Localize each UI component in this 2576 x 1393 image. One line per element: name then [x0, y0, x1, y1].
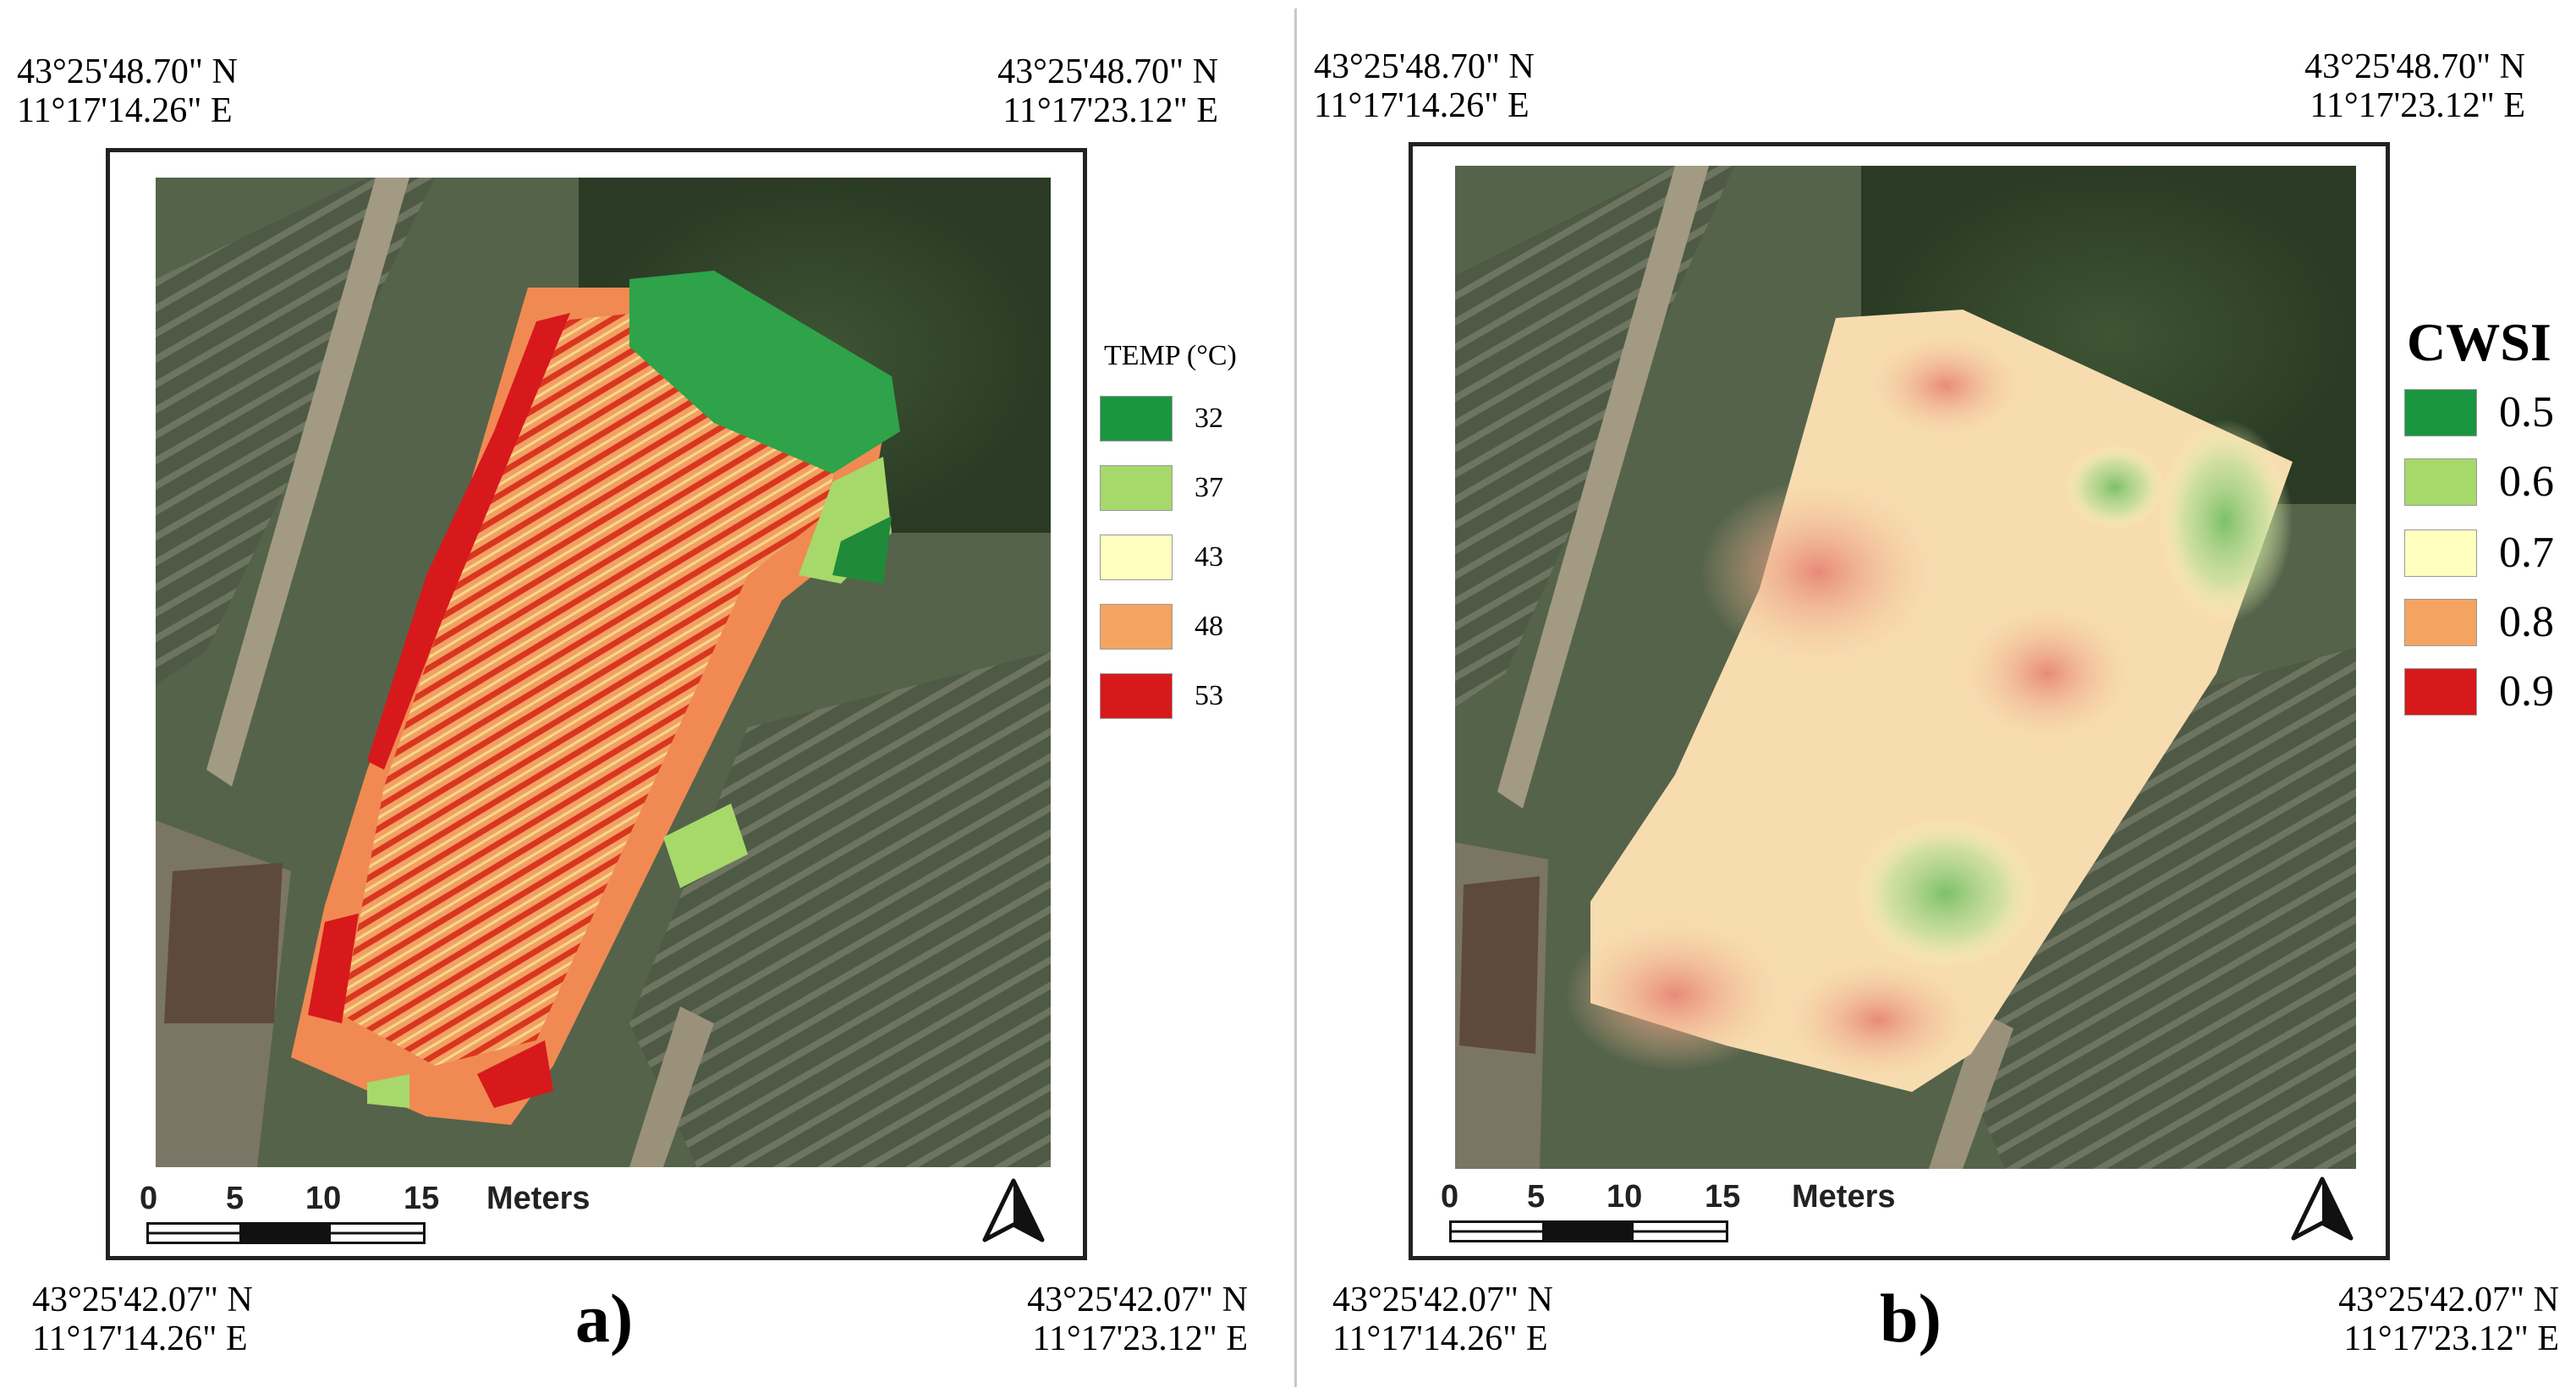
- north-arrow-icon: [981, 1177, 1046, 1249]
- legend-title-b: CWSI: [2407, 312, 2551, 372]
- legend-label: 0.8: [2499, 598, 2554, 646]
- legend-item-b-1: 0.5: [2404, 387, 2554, 437]
- corner-top-left-b: 43°25'48.70" N 11°17'14.26" E: [1314, 47, 1535, 125]
- legend-label: 37: [1195, 472, 1223, 503]
- corner-top-left-a: 43°25'48.70" N 11°17'14.26" E: [17, 52, 238, 130]
- scale-tick-5: 5: [226, 1181, 244, 1216]
- corner-bottom-right-b: 43°25'42.07" N 11°17'23.12" E: [2338, 1281, 2559, 1358]
- panel-label-b: b): [1880, 1280, 1942, 1357]
- legend-label: 0.5: [2499, 388, 2554, 436]
- legend-swatch: [2404, 529, 2477, 577]
- legend-swatch: [1100, 604, 1173, 650]
- scale-tick-15: 15: [1705, 1179, 1741, 1215]
- scale-tick-5: 5: [1527, 1179, 1546, 1215]
- legend-label: 32: [1195, 403, 1223, 434]
- scale-bar-b: [1449, 1220, 1728, 1247]
- legend-item-a-5: 53: [1100, 673, 1223, 719]
- corner-top-right-a: 43°25'48.70" N 11°17'23.12" E: [997, 52, 1218, 130]
- legend-label: 0.9: [2499, 667, 2554, 716]
- legend-label: 43: [1195, 541, 1223, 573]
- legend-item-a-2: 37: [1100, 465, 1223, 511]
- legend-item-b-2: 0.6: [2404, 457, 2554, 507]
- scale-unit: Meters: [486, 1181, 590, 1216]
- thermal-map-a: [156, 178, 1051, 1167]
- legend-swatch: [1100, 535, 1173, 580]
- scale-tick-10: 10: [1607, 1179, 1643, 1215]
- scale-tick-15: 15: [404, 1181, 440, 1216]
- scale-tick-10: 10: [305, 1181, 342, 1216]
- legend-swatch: [2404, 458, 2477, 506]
- legend-swatch: [1100, 673, 1173, 719]
- cwsi-map-b: [1455, 166, 2356, 1169]
- scale-tick-0: 0: [140, 1181, 158, 1216]
- legend-label: 0.7: [2499, 529, 2554, 577]
- panel-divider: [1294, 8, 1297, 1387]
- legend-label: 53: [1195, 680, 1223, 711]
- legend-swatch: [1100, 396, 1173, 441]
- corner-bottom-right-a: 43°25'42.07" N 11°17'23.12" E: [1027, 1281, 1248, 1358]
- corner-bottom-left-a: 43°25'42.07" N 11°17'14.26" E: [32, 1281, 253, 1358]
- legend-item-a-4: 48: [1100, 604, 1223, 650]
- panel-label-a: a): [575, 1280, 634, 1357]
- legend-item-b-4: 0.8: [2404, 597, 2554, 647]
- corner-bottom-left-b: 43°25'42.07" N 11°17'14.26" E: [1332, 1281, 1553, 1358]
- legend-swatch: [2404, 598, 2477, 646]
- legend-swatch: [2404, 667, 2477, 716]
- scale-bar-a: [146, 1222, 426, 1248]
- legend-label: 48: [1195, 611, 1223, 642]
- scale-labels-a: 0 5 10 15 Meters: [140, 1181, 647, 1218]
- legend-swatch: [1100, 465, 1173, 511]
- legend-title-a: TEMP (°C): [1104, 340, 1237, 371]
- legend-item-b-3: 0.7: [2404, 528, 2554, 578]
- legend-item-a-1: 32: [1100, 396, 1223, 441]
- scale-unit: Meters: [1792, 1179, 1896, 1215]
- scale-tick-0: 0: [1441, 1179, 1459, 1215]
- legend-item-a-3: 43: [1100, 535, 1223, 580]
- legend-label: 0.6: [2499, 458, 2554, 506]
- legend-item-b-5: 0.9: [2404, 666, 2554, 716]
- scale-labels-b: 0 5 10 15 Meters: [1441, 1179, 1948, 1216]
- legend-swatch: [2404, 388, 2477, 436]
- north-arrow-icon: [2290, 1176, 2354, 1248]
- corner-top-right-b: 43°25'48.70" N 11°17'23.12" E: [2304, 47, 2525, 125]
